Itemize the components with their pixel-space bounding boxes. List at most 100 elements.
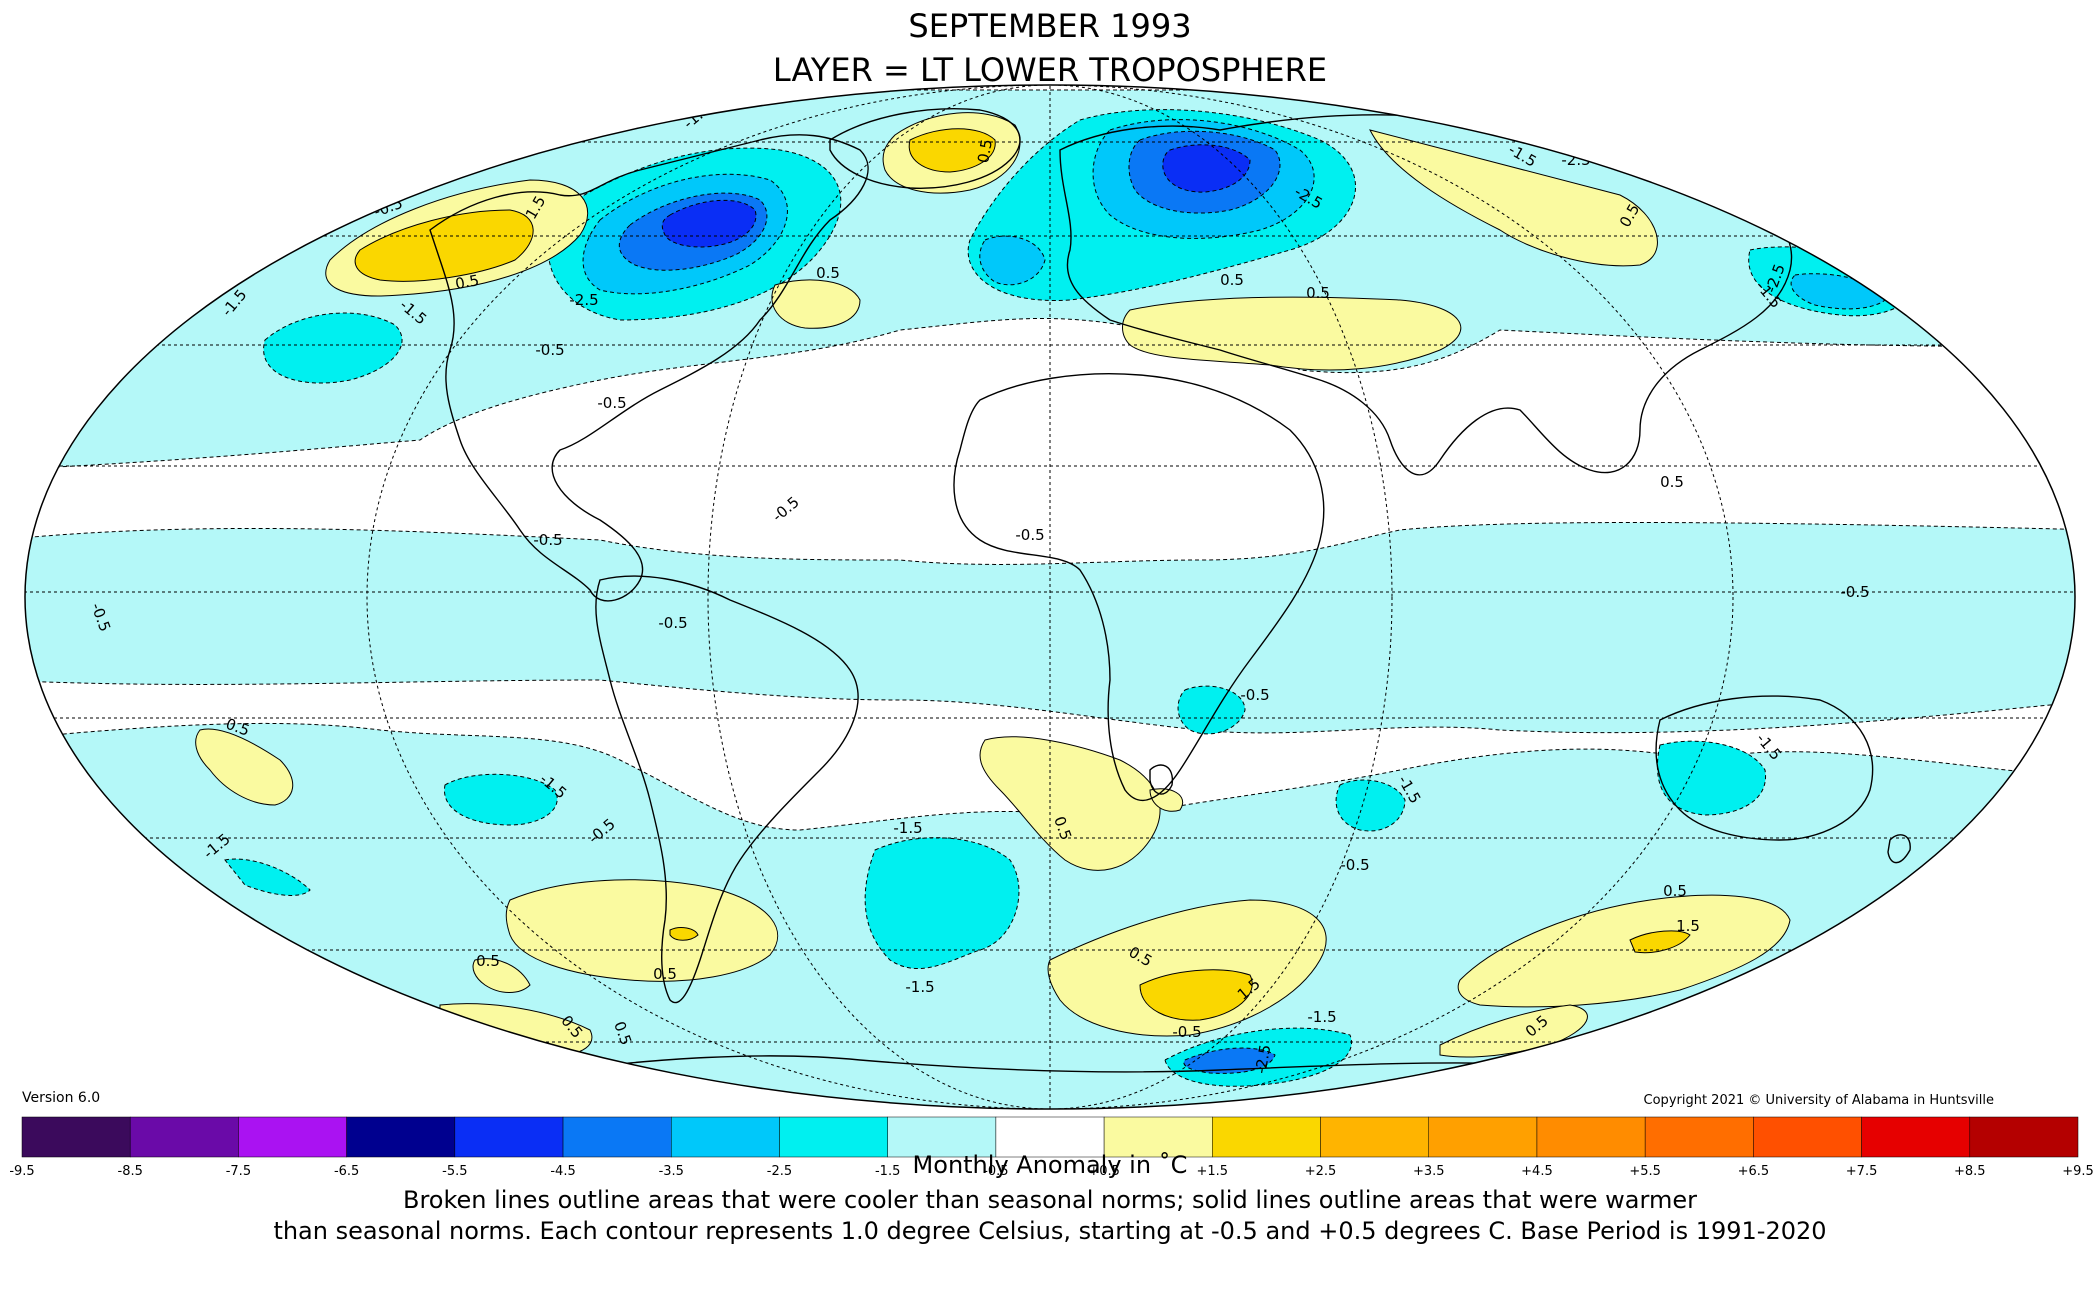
colorbar-title: Monthly Anomaly in ˚C xyxy=(912,1151,1188,1179)
contour-label: -2.5 xyxy=(1252,1043,1275,1075)
colorbar-swatch xyxy=(1103,1116,1213,1158)
atlantic-strong-cold xyxy=(979,235,1046,286)
contour-label: 0.5 xyxy=(816,264,840,282)
colorbar-tick-label: -1.5 xyxy=(875,1164,900,1179)
colorbar-swatch xyxy=(21,1116,131,1158)
colorbar-tick-label: -4.5 xyxy=(550,1164,575,1179)
south-atlantic-cold xyxy=(864,837,1020,969)
title-layer: LAYER = LT LOWER TROPOSPHERE xyxy=(772,51,1328,89)
colorbar-swatch xyxy=(1969,1116,2079,1158)
new-zealand-outline xyxy=(1887,834,1911,864)
colorbar-tick-label: -8.5 xyxy=(118,1164,143,1179)
colorbar-swatch xyxy=(671,1116,780,1158)
contour-label: -0.5 xyxy=(658,614,687,632)
atlantic-warm xyxy=(771,279,861,329)
contour-label: 0.5 xyxy=(1306,284,1330,302)
colorbar-swatch xyxy=(454,1116,564,1158)
colorbar-swatch xyxy=(1536,1116,1646,1158)
contour-label: 0.5 xyxy=(476,952,500,970)
copyright-notice: Copyright 2021 © University of Alabama i… xyxy=(1643,1093,1994,1108)
colorbar-tick-label: +0.5 xyxy=(1088,1164,1120,1179)
colorbar-swatches xyxy=(21,1116,2079,1158)
africa-cold xyxy=(1177,685,1246,735)
colorbar-tick-label: +7.5 xyxy=(1846,1164,1878,1179)
footer-note-line1: Broken lines outline areas that were coo… xyxy=(403,1186,1697,1214)
contour-label: 0.5 xyxy=(1663,882,1687,900)
colorbar-tick-label: +8.5 xyxy=(1954,1164,1986,1179)
contour-label: -0.5 xyxy=(1172,1023,1201,1041)
strong-warm-regions xyxy=(354,128,1691,1021)
colorbar-tick-label: +5.5 xyxy=(1629,1164,1661,1179)
greenland-outline xyxy=(829,108,1021,189)
extreme-cold-regions xyxy=(661,144,1251,248)
contour-label: -0.5 xyxy=(1840,583,1869,601)
map-title: SEPTEMBER 1993 LAYER = LT LOWER TROPOSPH… xyxy=(0,4,2100,92)
contour-label: -1.5 xyxy=(1307,1008,1336,1026)
meridian-60 xyxy=(707,85,1393,1109)
south-pacific-warm-2 xyxy=(505,879,779,982)
south-pacific-cold xyxy=(444,773,558,826)
scandinavia-extreme-cold xyxy=(1162,144,1251,193)
contour-label: -1.5 xyxy=(905,978,934,996)
colorbar-tick-label: -0.5 xyxy=(983,1164,1008,1179)
contour-label: -0.5 xyxy=(535,341,564,359)
contour-label: -2.5 xyxy=(569,291,598,309)
north-america-outline xyxy=(429,134,869,602)
anomaly-map: -1.5 -0.5 1.5 0.5 -1.5 -1.5 -2.5 -0.5 0.5 0.5 -2.5… xyxy=(24,84,2076,1110)
contour-label: -0.5 xyxy=(533,531,562,549)
colorbar-tick-label: +6.5 xyxy=(1738,1164,1770,1179)
footer-note-line2: than seasonal norms. Each contour repres… xyxy=(273,1217,1827,1245)
contour-label: -1.5 xyxy=(893,819,922,837)
contour-label: 0.5 xyxy=(454,271,481,293)
colorbar-swatch xyxy=(238,1116,347,1158)
map-globe: -1.5 -0.5 1.5 0.5 -1.5 -1.5 -2.5 -0.5 0.5 0.5 -2.5… xyxy=(25,85,2075,1109)
southern-ocean-warm xyxy=(1047,899,1327,1037)
colorbar-swatch xyxy=(562,1116,672,1158)
contour-label: 0.5 xyxy=(653,965,677,983)
colorbar-swatch xyxy=(1861,1116,1971,1158)
south-pacific-strong-warm xyxy=(669,927,699,941)
south-indian-strong-warm xyxy=(1629,930,1691,954)
africa-outline xyxy=(953,373,1325,801)
pacific-cold xyxy=(263,312,403,384)
contour-label: -0.5 xyxy=(597,394,626,412)
colorbar-tick-label: +3.5 xyxy=(1413,1164,1445,1179)
colorbar-swatch xyxy=(1428,1116,1538,1158)
title-month: SEPTEMBER 1993 xyxy=(908,7,1192,45)
contour-label: 0.5 xyxy=(974,138,996,165)
colorbar-swatch xyxy=(1320,1116,1429,1158)
colorbar-swatch xyxy=(129,1116,239,1158)
colorbar-tick-label: -5.5 xyxy=(442,1164,467,1179)
siberia-warm xyxy=(1369,129,1658,267)
colorbar-tick-label: +4.5 xyxy=(1521,1164,1553,1179)
colorbar-swatch xyxy=(346,1116,456,1158)
colorbar-tick-label: -2.5 xyxy=(767,1164,792,1179)
colorbar-tick-label: -7.5 xyxy=(226,1164,251,1179)
hudson-extreme-cold xyxy=(661,199,757,248)
contour-label: 0.5 xyxy=(1220,271,1244,289)
colorbar-swatch xyxy=(779,1116,888,1158)
south-pacific-small-cold xyxy=(224,858,311,896)
colorbar: -9.5 -8.5 -7.5 -6.5 -5.5 -4.5 -3.5 -2.5 -1.5 -0.5… xyxy=(9,1116,2094,1179)
colorbar-tick-label: +1.5 xyxy=(1197,1164,1229,1179)
contour-label: -0.5 xyxy=(1340,856,1369,874)
southern-strong-warm xyxy=(1139,969,1253,1021)
contour-label: 0.5 xyxy=(1660,473,1684,491)
meridian-120 xyxy=(366,85,1734,1109)
south-atlantic-warm xyxy=(979,736,1161,871)
south-pacific-warm xyxy=(195,728,294,806)
contour-label: -0.5 xyxy=(1015,526,1044,544)
mediterranean-warm xyxy=(1122,296,1462,371)
australia-cold xyxy=(1656,740,1766,816)
south-pacific-small-warm xyxy=(472,958,531,993)
colorbar-tick-label: +2.5 xyxy=(1305,1164,1337,1179)
contour-label: 1.5 xyxy=(1676,917,1700,935)
version-label: Version 6.0 xyxy=(22,1090,101,1106)
madagascar-outline xyxy=(1149,764,1174,795)
colorbar-ticks: -9.5 -8.5 -7.5 -6.5 -5.5 -4.5 -3.5 -2.5 -1.5 -0.5… xyxy=(9,1164,2093,1179)
colorbar-tick-label: +9.5 xyxy=(2062,1164,2094,1179)
colorbar-swatch xyxy=(1644,1116,1754,1158)
south-indian-warm xyxy=(1457,894,1791,1008)
australia-outline xyxy=(1655,695,1874,841)
alaska-strong-warm xyxy=(354,209,534,282)
